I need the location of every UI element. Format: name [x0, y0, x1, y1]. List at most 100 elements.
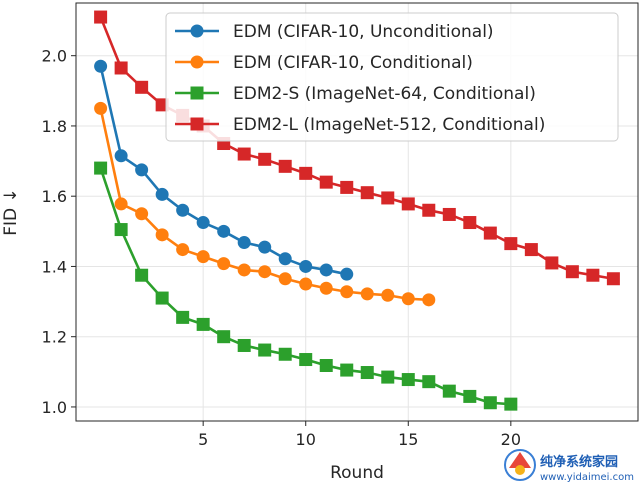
data-point — [237, 236, 251, 250]
data-point — [504, 237, 518, 251]
legend-label: EDM (CIFAR-10, Unconditional) — [233, 22, 494, 42]
data-point — [176, 203, 190, 217]
data-point — [217, 224, 231, 238]
data-point — [340, 363, 354, 377]
data-point — [278, 272, 292, 286]
legend-label: EDM2-L (ImageNet-512, Conditional) — [233, 115, 545, 135]
data-point — [360, 287, 374, 301]
data-point — [258, 265, 272, 279]
data-point — [545, 256, 559, 270]
data-point — [114, 223, 128, 237]
x-tick-label: 15 — [398, 430, 418, 449]
data-point — [606, 272, 620, 286]
data-point — [155, 187, 169, 201]
data-point — [114, 197, 128, 211]
data-point — [237, 338, 251, 352]
data-point — [135, 268, 149, 282]
data-point — [442, 207, 456, 221]
data-point — [217, 330, 231, 344]
data-point — [94, 10, 108, 24]
y-tick-label: 1.4 — [42, 257, 67, 276]
data-point — [176, 243, 190, 257]
data-point — [94, 59, 108, 73]
legend-swatch-marker — [190, 24, 204, 38]
data-point — [278, 347, 292, 361]
legend-swatch-marker — [190, 117, 204, 131]
data-point — [422, 203, 436, 217]
x-tick-label: 5 — [198, 430, 208, 449]
y-tick-label: 2.0 — [42, 47, 67, 66]
legend-item: EDM2-S (ImageNet-64, Conditional) — [175, 84, 536, 104]
data-point — [504, 397, 518, 411]
data-point — [586, 268, 600, 282]
series-3 — [94, 161, 518, 411]
watermark-logo-mark — [509, 452, 531, 468]
watermark-logo: 纯净系统家园 www.yidaimei.com — [504, 449, 634, 483]
data-point — [258, 240, 272, 254]
watermark-logo-dot — [515, 465, 525, 475]
legend-swatch-marker — [190, 86, 204, 100]
y-tick-label: 1.6 — [42, 187, 67, 206]
data-point — [381, 288, 395, 302]
series-1 — [94, 59, 354, 281]
series-2 — [94, 101, 436, 307]
legend-label: EDM (CIFAR-10, Conditional) — [233, 53, 473, 73]
legend: EDM (CIFAR-10, Unconditional) EDM (CIFAR-… — [165, 12, 619, 142]
data-point — [258, 152, 272, 166]
data-point — [401, 373, 415, 387]
x-tick-label: 10 — [296, 430, 316, 449]
x-axis-label: Round — [330, 463, 384, 483]
data-point — [442, 384, 456, 398]
data-point — [319, 263, 333, 277]
data-point — [196, 317, 210, 331]
data-point — [319, 359, 333, 373]
data-point — [381, 370, 395, 384]
data-point — [463, 216, 477, 230]
watermark-title: 纯净系统家园 — [540, 454, 618, 470]
y-axis-label: FID ↓ — [1, 188, 21, 236]
data-point — [258, 343, 272, 357]
data-point — [278, 252, 292, 266]
data-point — [155, 228, 169, 242]
legend-item: EDM (CIFAR-10, Conditional) — [175, 53, 473, 73]
data-point — [299, 166, 313, 180]
data-point — [196, 250, 210, 264]
data-point — [483, 396, 497, 410]
y-tick-label: 1.8 — [42, 117, 67, 136]
y-tick-label: 1.2 — [42, 328, 67, 347]
data-point — [155, 291, 169, 305]
data-point — [422, 375, 436, 389]
data-point — [360, 366, 374, 380]
legend-box — [165, 12, 619, 142]
watermark-url: www.yidaimei.com — [540, 472, 634, 483]
data-point — [135, 80, 149, 94]
series-layer — [94, 10, 620, 411]
data-point — [360, 186, 374, 200]
data-point — [135, 163, 149, 177]
data-point — [94, 161, 108, 175]
data-point — [135, 207, 149, 221]
data-point — [381, 191, 395, 205]
data-point — [483, 226, 497, 240]
data-point — [340, 285, 354, 299]
data-point — [319, 175, 333, 189]
data-point — [299, 353, 313, 367]
data-point — [299, 277, 313, 291]
data-point — [401, 292, 415, 306]
legend-label: EDM2-S (ImageNet-64, Conditional) — [233, 84, 536, 104]
data-point — [155, 98, 169, 112]
data-point — [217, 257, 231, 271]
data-point — [237, 263, 251, 277]
plot-frame — [75, 2, 639, 422]
data-point — [319, 281, 333, 295]
legend-item: EDM2-L (ImageNet-512, Conditional) — [175, 115, 545, 135]
data-point — [114, 149, 128, 163]
data-point — [463, 389, 477, 403]
data-point — [299, 259, 313, 273]
data-point — [565, 265, 579, 279]
data-point — [422, 293, 436, 307]
series-4 — [94, 10, 620, 286]
axis-ticks: 5 10 15 20 1.0 1.2 1.4 1.6 1.8 2.0 — [42, 47, 521, 449]
data-point — [340, 267, 354, 281]
